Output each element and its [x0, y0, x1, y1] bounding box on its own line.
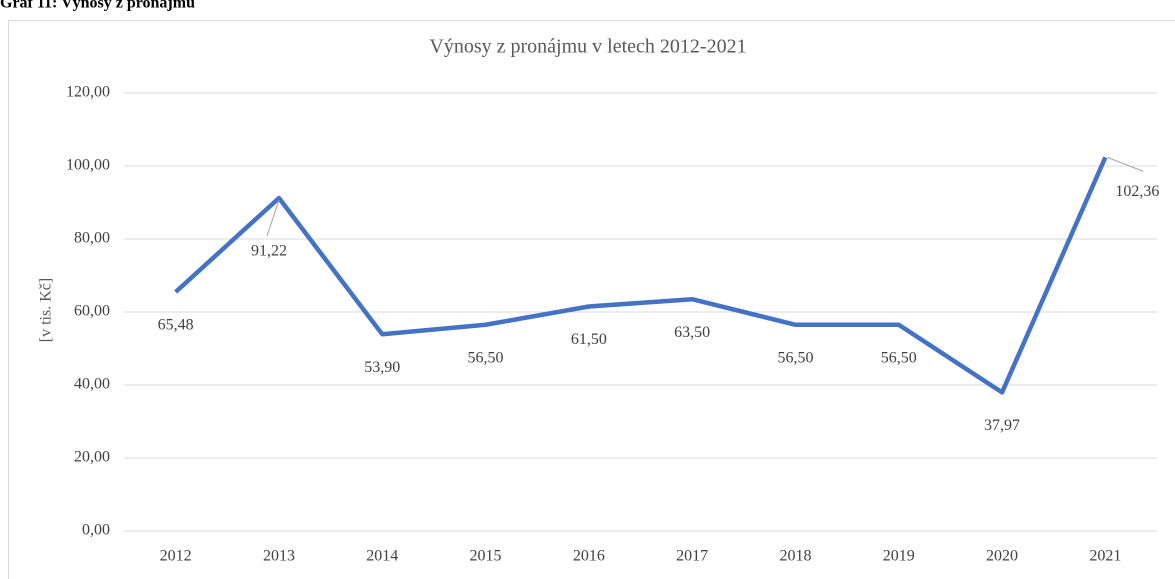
data-label: 56,50	[468, 349, 504, 366]
leader-line	[266, 199, 280, 237]
data-label: 56,50	[881, 349, 917, 366]
x-tick-label: 2014	[366, 548, 398, 565]
data-label: 61,50	[571, 331, 607, 348]
y-tick-label: 80,00	[74, 230, 110, 247]
y-axis-label: [v tis. Kč]	[38, 278, 55, 342]
x-tick-label: 2013	[263, 548, 295, 565]
data-label: 65,48	[158, 317, 194, 334]
chart-title: Výnosy z pronájmu v letech 2012-2021	[429, 36, 746, 58]
y-tick-label: 100,00	[66, 157, 110, 174]
x-tick-label: 2016	[573, 548, 605, 565]
caption: Graf 11: Výnosy z pronájmu	[0, 0, 195, 12]
chart-frame	[8, 20, 1175, 579]
y-tick-label: 120,00	[66, 84, 110, 101]
data-label: 91,22	[251, 243, 287, 260]
x-tick-label: 2015	[470, 548, 502, 565]
leader-line	[1107, 156, 1144, 172]
line	[174, 156, 1108, 395]
x-tick-label: 2012	[160, 548, 192, 565]
data-label: 102,36	[1115, 183, 1159, 200]
x-tick-label: 2018	[779, 548, 811, 565]
data-label: 63,50	[674, 324, 710, 341]
y-tick-label: 20,00	[74, 449, 110, 466]
data-label: 37,97	[984, 417, 1020, 434]
y-tick-label: 0,00	[82, 522, 110, 539]
x-tick-label: 2021	[1089, 548, 1121, 565]
y-tick-label: 40,00	[74, 376, 110, 393]
x-tick-label: 2017	[676, 548, 708, 565]
x-tick-label: 2020	[986, 548, 1018, 565]
x-tick-label: 2019	[883, 548, 915, 565]
data-label: 56,50	[777, 349, 813, 366]
data-label: 53,90	[364, 359, 400, 376]
y-tick-label: 60,00	[74, 303, 110, 320]
